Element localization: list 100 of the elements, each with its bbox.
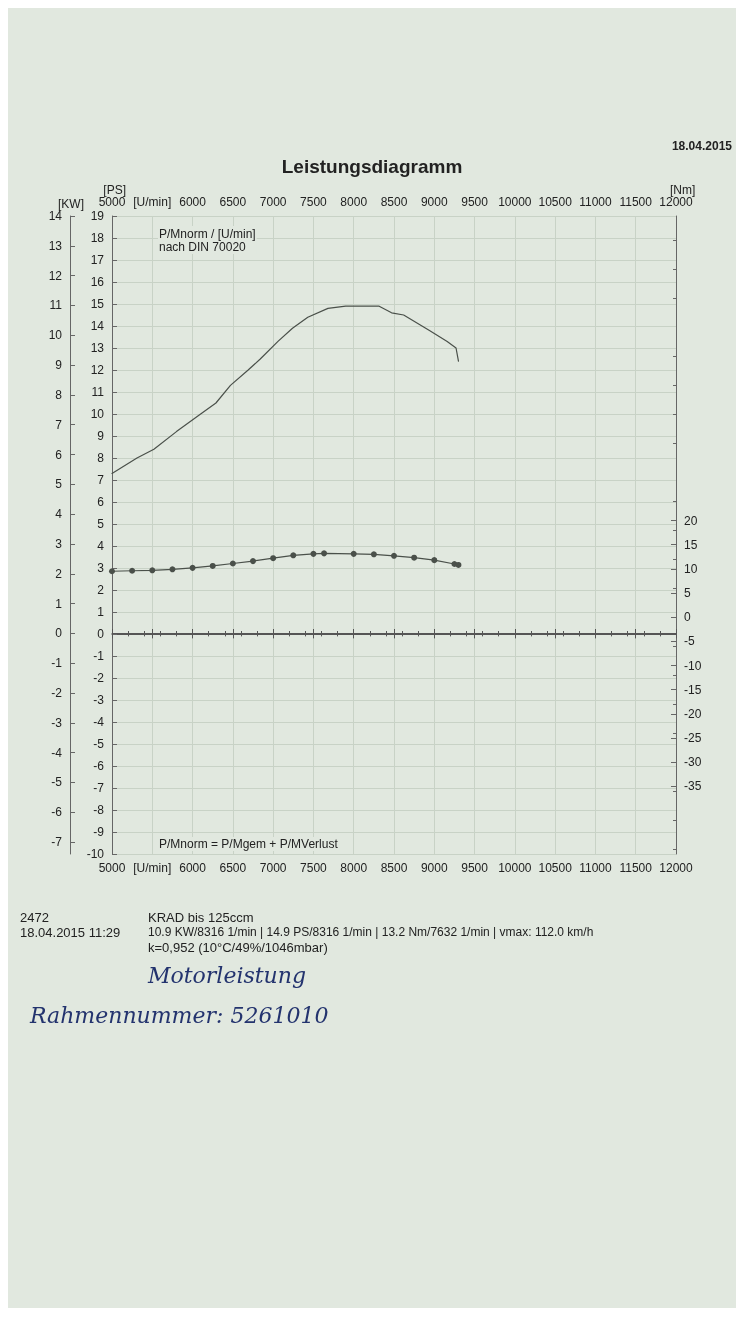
y-tick-label: 1 xyxy=(97,605,105,619)
x-tick-label: 8000 xyxy=(340,861,368,875)
point xyxy=(109,568,115,575)
y2-tick-label: 0 xyxy=(55,626,63,641)
y2-tick-label: 11 xyxy=(49,298,63,313)
point xyxy=(169,566,176,573)
y-tick-label: 0 xyxy=(97,627,105,641)
text: 18.04.2015 xyxy=(671,139,733,153)
annotation: P/Mnorm = P/Mgem + P/MVerlust xyxy=(159,837,339,851)
y-tick-label: 15 xyxy=(90,297,105,311)
annotation: P/Mnorm / [U/min] nach DIN 70020 xyxy=(159,226,256,254)
y-tick-label: -8 xyxy=(93,803,105,817)
point xyxy=(411,554,418,561)
point xyxy=(209,562,216,569)
y3-tick-label: 20 xyxy=(684,513,698,528)
y2-tick-label: 14 xyxy=(48,209,63,223)
y-tick-label: 3 xyxy=(97,561,105,575)
y3-tick-label: -15 xyxy=(684,682,702,697)
x-tick-label: 12000 xyxy=(659,861,694,875)
x2-tick-label: 10000 xyxy=(498,195,532,209)
x-tick-label: 11500 xyxy=(619,861,653,875)
x-tick-label: 7000 xyxy=(259,861,287,875)
x2-tick-label: 8500 xyxy=(380,195,408,209)
y2-tick-label: 13 xyxy=(48,238,63,253)
chart-title: Leistungsdiagramm xyxy=(281,156,463,177)
y2-tick-label: 12 xyxy=(48,268,63,283)
y3-tick-label: -35 xyxy=(684,779,702,794)
x2-tick-label: 9000 xyxy=(420,195,448,209)
point xyxy=(321,550,328,557)
y-tick-label: 16 xyxy=(90,275,105,289)
text: Motorleistung xyxy=(148,963,307,988)
y-tick-label: 10 xyxy=(90,407,105,421)
y2-tick-label: 3 xyxy=(55,536,63,551)
text: 10.9 KW/8316 1/min | 14.9 PS/8316 1/min | 13.2 Nm/7632 1/min | vmax: 112.0 km/h xyxy=(148,925,594,939)
x-tick-label: 6000 xyxy=(179,861,207,875)
y-tick-label: 7 xyxy=(97,473,105,487)
x2-tick-label: 9500 xyxy=(461,195,489,209)
y-tick-label: 4 xyxy=(97,539,105,553)
x-tick-label: 6500 xyxy=(219,861,247,875)
y-tick-label: 12 xyxy=(90,363,105,377)
x2-tick-label: 7500 xyxy=(300,195,328,209)
x-tick-label: 9000 xyxy=(420,861,448,875)
y2-tick-label: 2 xyxy=(55,566,63,581)
x-tick-label: 10500 xyxy=(538,861,573,875)
x-tick-label: 5000 xyxy=(98,861,126,875)
x2-tick-label: 11000 xyxy=(579,195,612,209)
y2-tick-label: 8 xyxy=(55,387,63,402)
y2-tick-label: -1 xyxy=(51,656,63,671)
y-tick-label: 9 xyxy=(97,429,105,443)
y3-tick-label: -5 xyxy=(684,634,695,649)
x-tick-label: 9500 xyxy=(461,861,489,875)
y-tick-label: -2 xyxy=(93,671,105,685)
x2-tick-label: 5000 xyxy=(98,195,126,209)
y-tick-label: 13 xyxy=(90,341,105,355)
x-tick-label: 7500 xyxy=(300,861,328,875)
text: KRAD bis 125ccm xyxy=(148,910,254,925)
y2-tick-label: 1 xyxy=(55,596,63,611)
y3-tick-label: -30 xyxy=(684,755,702,770)
x2-tick-label: 12000 xyxy=(659,195,694,209)
y2-tick-label: -2 xyxy=(51,686,63,701)
y3-tick-label: 15 xyxy=(684,537,698,552)
text: k=0,952 (10°C/49%/1046mbar) xyxy=(148,940,328,955)
y2-tick-label: 10 xyxy=(48,328,63,343)
y-tick-label: 5 xyxy=(97,517,105,531)
x2-tick-label: 8000 xyxy=(340,195,368,209)
y-tick-label: 11 xyxy=(91,385,105,399)
text: 2472 xyxy=(20,910,49,925)
point xyxy=(149,567,156,574)
y2-tick-label: 7 xyxy=(55,417,63,432)
y-tick-label: -5 xyxy=(93,737,105,751)
y-tick-label: -4 xyxy=(93,715,105,729)
x2-tick-label: 6500 xyxy=(219,195,247,209)
y-tick-label: -3 xyxy=(93,693,105,707)
y2-tick-label: -7 xyxy=(51,835,63,850)
text: 18.04.2015 11:29 xyxy=(20,925,121,940)
point xyxy=(270,555,277,562)
y-tick-label: 14 xyxy=(90,319,105,333)
point xyxy=(350,550,357,557)
y-tick-label: -1 xyxy=(93,649,105,663)
y3-tick-label: -20 xyxy=(684,706,702,721)
point xyxy=(455,561,462,568)
point xyxy=(189,564,196,571)
y-tick-label: -10 xyxy=(86,847,105,861)
y-tick-label: -7 xyxy=(93,781,105,795)
y-tick-label: -9 xyxy=(93,825,105,839)
y-axis-title: [PS] xyxy=(103,183,126,198)
y3-tick-label: 5 xyxy=(684,586,691,600)
point xyxy=(250,558,256,565)
y-tick-label: 18 xyxy=(90,231,105,245)
text: Rahmennummer: 5261010 xyxy=(30,1003,329,1028)
y2-axis-title: [KW] xyxy=(58,197,84,211)
point xyxy=(129,567,136,574)
y2-tick-label: -6 xyxy=(51,805,63,820)
y3-tick-label: -10 xyxy=(684,658,702,673)
y3-tick-label: -25 xyxy=(684,731,702,745)
point xyxy=(229,560,236,567)
x2-tick-label: 10500 xyxy=(538,195,573,209)
x2-tick-label: 7000 xyxy=(259,195,287,209)
y3-axis-title: [Nm] xyxy=(670,183,696,198)
y2-tick-label: 9 xyxy=(55,358,63,373)
